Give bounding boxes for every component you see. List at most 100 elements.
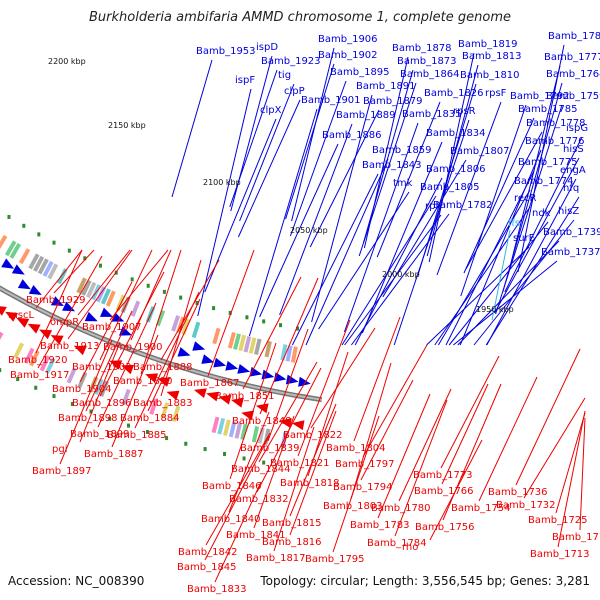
reverse-leader-line bbox=[160, 259, 202, 397]
cog-block-reverse bbox=[160, 402, 170, 419]
reverse-leader-line bbox=[85, 310, 133, 412]
forward-gene-label: Bamb_1891 bbox=[356, 81, 416, 92]
reverse-gene-arrow bbox=[50, 335, 64, 345]
reverse-leader-line bbox=[332, 415, 380, 553]
forward-leader-line bbox=[393, 119, 470, 346]
reverse-leader-line bbox=[440, 355, 500, 469]
cog-block-reverse bbox=[149, 398, 159, 415]
cog-block-forward bbox=[290, 346, 298, 363]
reverse-gene-arrow bbox=[145, 373, 159, 383]
reverse-leader-line bbox=[207, 249, 255, 377]
forward-leader-line bbox=[358, 82, 417, 257]
cog-block-forward bbox=[191, 321, 201, 339]
forward-leader-line bbox=[279, 123, 353, 316]
forward-leader-line bbox=[459, 149, 542, 346]
reverse-gene-label: mscL bbox=[8, 310, 34, 321]
reverse-gene-label: Bamb_1929 bbox=[26, 295, 86, 306]
reverse-gene-label: Bamb_1896 bbox=[72, 398, 132, 409]
reverse-gene-label: Bamb_1867 bbox=[180, 378, 240, 389]
forward-leader-line bbox=[465, 131, 543, 270]
cog-block-reverse bbox=[228, 420, 237, 438]
forward-gene-arrow bbox=[28, 285, 42, 295]
forward-gene-label: Bamb_1864 bbox=[400, 69, 460, 80]
reverse-leader-line bbox=[140, 249, 182, 375]
reverse-leader-line bbox=[77, 249, 131, 316]
cog-block-forward bbox=[238, 334, 247, 352]
reverse-gene-label: Bamb_1840 bbox=[201, 514, 261, 525]
reverse-gene-arrow bbox=[193, 388, 207, 398]
reverse-gene-arrow bbox=[73, 345, 87, 356]
gc-marker bbox=[223, 451, 227, 456]
cog-block-forward bbox=[227, 332, 236, 349]
forward-gene-arrow bbox=[177, 347, 191, 357]
gc-marker bbox=[296, 326, 300, 331]
cog-block-forward bbox=[243, 335, 252, 353]
forward-leader-line bbox=[486, 178, 577, 346]
forward-gene-label: Bamb_1785 bbox=[518, 104, 578, 115]
reverse-leader-line bbox=[205, 432, 271, 546]
reverse-gene-label: Bamb_1736 bbox=[488, 487, 548, 498]
reverse-gene-arrow bbox=[279, 418, 292, 428]
reverse-gene-label: Bamb_1890 bbox=[113, 376, 173, 387]
forward-gene-label: Bamb_1737 bbox=[541, 247, 600, 258]
cog-block-reverse bbox=[121, 388, 131, 406]
gc-marker bbox=[279, 323, 283, 328]
forward-leader-line bbox=[502, 82, 563, 293]
reverse-gene-label: Bamb_1907 bbox=[82, 322, 142, 333]
gc-marker bbox=[67, 248, 71, 253]
reverse-gene-label: Bamb_1917 bbox=[10, 370, 70, 381]
gc-marker bbox=[228, 310, 232, 315]
forward-gene-label: tmk bbox=[393, 178, 413, 189]
forward-gene-label: clpX bbox=[260, 105, 282, 116]
forward-gene-label: Bamb_1906 bbox=[318, 34, 378, 45]
reverse-leader-line bbox=[229, 342, 277, 480]
forward-gene-label: Bamb_1886 bbox=[322, 130, 382, 141]
forward-leader-line bbox=[354, 177, 443, 346]
reverse-gene-label: Bamb_1803 bbox=[323, 501, 383, 512]
forward-leader-line bbox=[460, 104, 527, 297]
forward-leader-line bbox=[341, 195, 437, 346]
forward-gene-label: recR bbox=[514, 193, 537, 204]
reverse-leader-line bbox=[557, 410, 586, 548]
reverse-gene-label: Bamb_1832 bbox=[229, 494, 289, 505]
gc-marker bbox=[146, 283, 150, 288]
reverse-leader-line bbox=[362, 344, 428, 458]
gc-marker bbox=[89, 409, 93, 414]
reverse-leader-line bbox=[394, 399, 448, 537]
reverse-leader-line bbox=[228, 411, 270, 513]
gc-marker bbox=[203, 447, 207, 452]
cog-block-forward bbox=[280, 344, 288, 361]
reverse-gene-arrow bbox=[166, 390, 180, 401]
reverse-gene-label: Bamb_1885 bbox=[107, 430, 167, 441]
forward-leader-line bbox=[291, 47, 335, 222]
gc-marker bbox=[16, 377, 20, 382]
forward-gene-label: ispF bbox=[235, 75, 255, 86]
reverse-gene-label: ompR bbox=[50, 317, 79, 328]
reverse-leader-line bbox=[253, 415, 295, 529]
gc-marker bbox=[98, 263, 102, 268]
cog-block-reverse bbox=[211, 416, 220, 434]
forward-gene-label: Bamb_1807 bbox=[450, 146, 510, 157]
reverse-gene-label: Bamb_1888 bbox=[133, 362, 193, 373]
forward-leader-line bbox=[428, 52, 475, 263]
forward-gene-label: hisZ bbox=[558, 206, 579, 217]
reverse-leader-line bbox=[99, 271, 165, 397]
forward-leader-line bbox=[305, 158, 389, 346]
reverse-leader-line bbox=[360, 379, 414, 481]
reverse-gene-arrow bbox=[218, 394, 232, 405]
cog-block-forward bbox=[181, 318, 191, 335]
reverse-gene-label: Bamb_1712 bbox=[552, 532, 600, 543]
forward-gene-arrow bbox=[298, 376, 311, 387]
reverse-gene-label: pgi bbox=[52, 444, 67, 455]
forward-gene-arrow bbox=[11, 264, 25, 275]
gc-marker bbox=[52, 240, 56, 245]
cog-block-forward bbox=[37, 258, 49, 275]
forward-gene-arrow bbox=[249, 366, 263, 377]
cog-block-forward bbox=[212, 327, 221, 345]
rna-leader-line bbox=[491, 229, 511, 321]
forward-gene-label: Bamb_1776 bbox=[525, 136, 585, 147]
kbp-tick-label: 2150 kbp bbox=[108, 121, 146, 130]
forward-leader-line bbox=[376, 101, 441, 258]
forward-gene-label: Bamb_1835 bbox=[402, 109, 462, 120]
